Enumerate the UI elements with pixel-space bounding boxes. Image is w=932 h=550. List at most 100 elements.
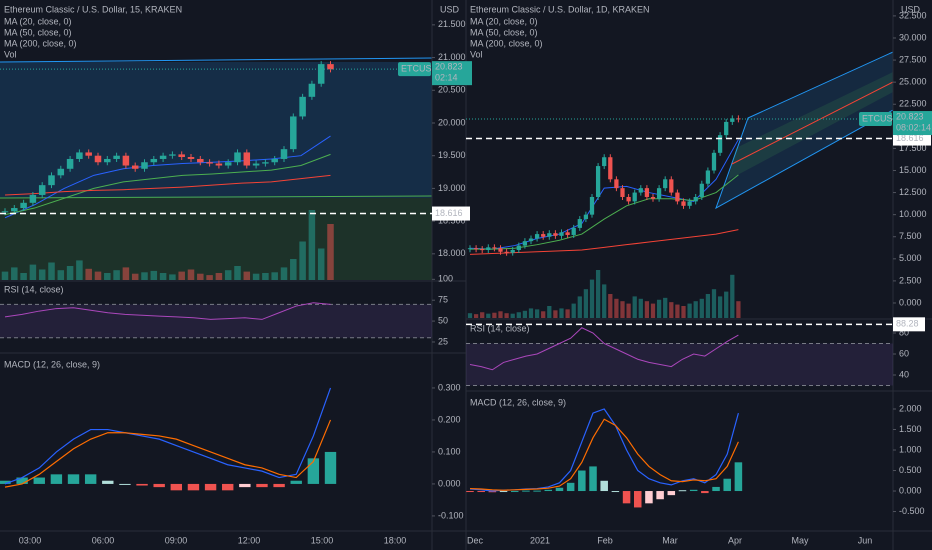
candle <box>608 157 613 180</box>
candle <box>663 179 668 189</box>
candle <box>565 232 570 235</box>
volume-bar <box>632 296 637 318</box>
candle <box>656 188 662 199</box>
candle <box>104 158 111 163</box>
candle <box>271 158 278 163</box>
candle <box>197 158 204 163</box>
candle <box>206 162 213 164</box>
y-tick-label: 80 <box>899 327 909 337</box>
candle <box>687 201 692 206</box>
volume-bar <box>602 284 607 318</box>
candle <box>717 135 723 153</box>
candle <box>327 64 334 70</box>
x-tick-label: 03:00 <box>19 535 42 545</box>
volume-bar <box>113 270 120 280</box>
volume-bar <box>614 298 619 318</box>
candle <box>57 168 65 176</box>
x-tick-label: Apr <box>728 535 742 545</box>
x-tick-label: Jun <box>858 535 873 545</box>
indicator: MA (200, close, 0) <box>470 38 543 48</box>
volume-bar <box>669 302 674 318</box>
candle <box>504 251 509 253</box>
candle <box>571 227 576 235</box>
macd-line <box>4 387 332 485</box>
volume-bar <box>620 301 625 318</box>
volume-bar <box>730 274 735 318</box>
macd-histogram <box>566 482 575 492</box>
volume-bar <box>626 303 631 318</box>
rsi-badge <box>893 317 925 332</box>
moving-average <box>4 153 331 216</box>
candle <box>131 165 139 169</box>
candle <box>498 248 503 252</box>
volume-bar <box>234 266 241 280</box>
volume-bar <box>224 270 232 280</box>
volume-bar <box>534 309 540 318</box>
candle <box>492 247 497 249</box>
currency: USD <box>440 4 460 14</box>
candle <box>94 155 102 163</box>
volume-bar <box>131 273 139 280</box>
y-tick-label: 5.000 <box>899 253 922 263</box>
volume-bar <box>693 301 698 318</box>
macd-histogram <box>488 491 497 493</box>
volume-bar <box>650 303 656 318</box>
symbol: ETCUSD <box>862 113 900 123</box>
candle <box>113 155 120 159</box>
rsi-title: RSI (14, close) <box>470 323 530 333</box>
rsi-title: RSI (14, close) <box>4 284 64 294</box>
y-tick-label: 30.000 <box>899 32 927 42</box>
macd-histogram <box>701 491 709 494</box>
y-tick-label: 25.000 <box>899 77 927 87</box>
candle <box>681 201 686 206</box>
y-tick-label: 0.500 <box>899 465 922 475</box>
candle <box>29 194 37 203</box>
volume-bar <box>57 270 65 280</box>
candle <box>516 245 521 250</box>
symbol-badge <box>859 112 892 127</box>
y-tick-label: 27.500 <box>899 54 927 64</box>
countdown: 02:14 <box>435 73 458 83</box>
macd-histogram <box>622 491 631 504</box>
y-tick-label: 1.500 <box>899 424 922 434</box>
candle <box>11 208 18 212</box>
y-tick-label: 12.500 <box>899 187 927 197</box>
candle <box>650 196 656 199</box>
candle <box>541 234 546 237</box>
macd-title: MACD (12, 26, close, 9) <box>470 397 566 407</box>
y-tick-label: 0.000 <box>899 485 922 495</box>
macd-histogram <box>477 491 485 493</box>
volume-bar <box>583 289 589 318</box>
volume-bar <box>252 273 260 280</box>
x-tick-label: 06:00 <box>92 535 115 545</box>
volume-bar <box>675 304 680 318</box>
candle <box>644 188 650 197</box>
candle <box>141 162 148 169</box>
volume-bar <box>197 273 204 280</box>
macd-histogram <box>204 483 217 491</box>
regression-mid <box>728 72 893 180</box>
last-price: 20.823 <box>896 111 924 121</box>
macd-histogram <box>187 483 200 491</box>
volume-bar <box>467 313 473 318</box>
macd-histogram <box>153 483 165 488</box>
volume-bar <box>571 303 576 318</box>
macd-histogram <box>222 483 234 491</box>
candle <box>602 157 607 167</box>
candle <box>243 152 251 166</box>
macd-histogram <box>645 491 653 504</box>
macd-histogram <box>689 489 698 492</box>
price-line-label: 18.616 <box>435 208 463 218</box>
last-price: 20.823 <box>435 62 463 72</box>
macd-histogram <box>555 487 564 492</box>
candle <box>38 185 46 195</box>
volume-bar <box>308 210 316 280</box>
candle <box>547 233 552 237</box>
y-tick-label: 7.500 <box>899 231 922 241</box>
countdown: 08:02:14 <box>896 122 931 132</box>
candle <box>48 175 55 186</box>
candle <box>178 154 185 158</box>
volume-bar <box>150 270 158 280</box>
volume-bar <box>280 267 288 280</box>
y-tick-label: -0.100 <box>438 510 464 520</box>
